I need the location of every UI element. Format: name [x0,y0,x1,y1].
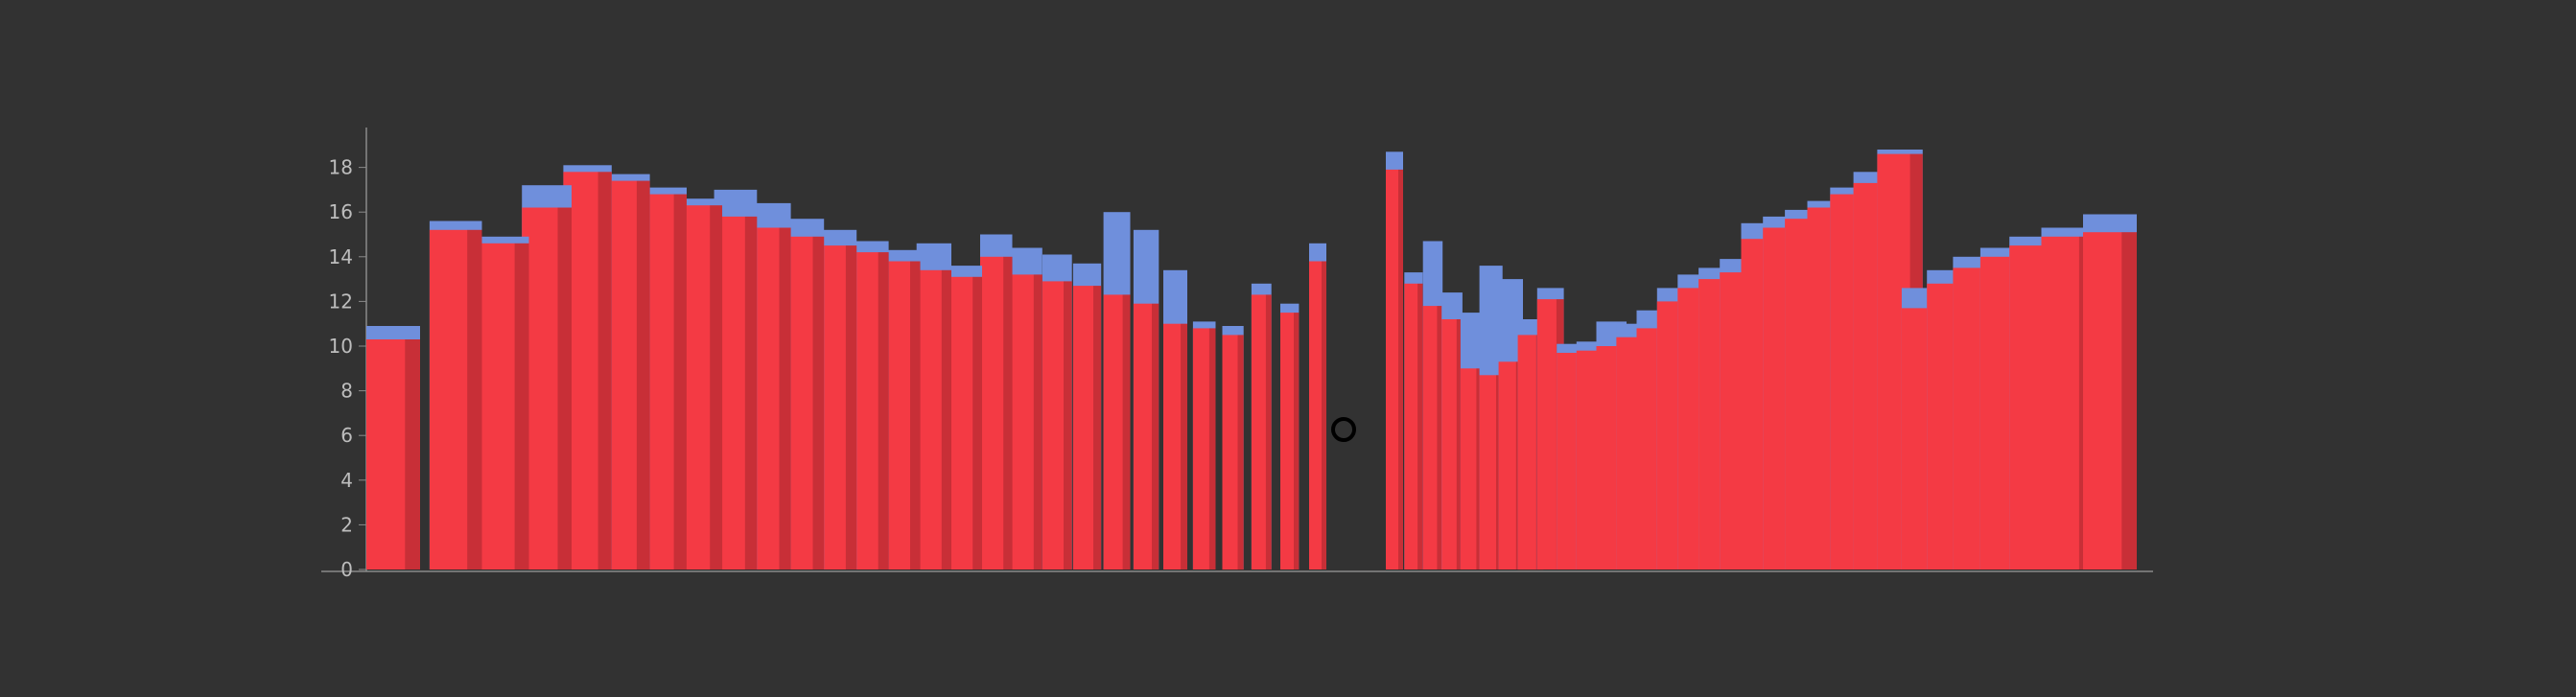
bar-side-shade [1209,328,1216,569]
y-tick-label: 2 [340,513,353,536]
bar-side-shade [1238,335,1244,569]
rotate-cursor-icon[interactable] [1333,419,1354,440]
y-tick-label: 4 [340,469,353,492]
bar-side-shade [1064,281,1072,569]
bar-side-shade [1181,324,1187,569]
bar-side-shade [467,230,481,569]
bar-side-shade [1398,170,1403,569]
bar-series-group [366,150,2137,569]
y-tick-label: 12 [329,290,353,313]
bar-side-shade [515,244,529,569]
y-axis-ticks: 0 2 4 6 8 10 12 14 16 18 [329,156,366,581]
bar-side-shade [780,228,791,570]
bar-side-shade [1266,294,1272,569]
y-tick-label: 14 [329,245,353,268]
y-tick-label: 18 [329,156,353,179]
bar-side-shade [2121,232,2137,569]
y-tick-label: 0 [340,558,353,581]
bar-side-shade [1294,313,1299,569]
bar-side-shade [405,339,420,569]
bar-side-shade [1003,257,1012,569]
bar-side-shade [1093,286,1101,569]
y-tick-label: 8 [340,380,353,403]
bar-side-shade [846,245,856,569]
bar-side-shade [813,237,825,569]
bar-side-shade [972,277,982,569]
bar-side-shade [942,270,951,569]
y-tick-label: 6 [340,424,353,447]
bar-side-shade [1123,294,1131,569]
bar-side-shade [598,172,612,569]
bar-side-shade [637,181,650,569]
bar-side-shade [1152,304,1159,569]
bar-side-shade [745,217,758,569]
bar-side-shade [1417,284,1422,569]
bar-side-shade [1322,262,1326,570]
bar-side-shade [1034,274,1042,569]
bar-side-shade [878,252,889,569]
bar-side-shade [674,195,687,569]
bar-side-shade [910,262,921,570]
y-tick-label: 10 [329,335,353,358]
y-tick-label: 16 [329,200,353,223]
bar-side-shade [710,205,722,569]
bar-side-shade [558,208,573,570]
